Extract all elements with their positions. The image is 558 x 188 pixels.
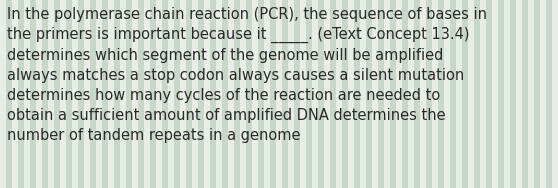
Bar [480,0,486,188]
Bar [552,0,558,188]
Bar [306,0,312,188]
Bar [414,0,420,188]
Bar [270,0,276,188]
Bar [90,0,96,188]
Bar [126,0,132,188]
Bar [294,0,300,188]
Bar [402,0,408,188]
Bar [468,0,474,188]
Bar [444,0,450,188]
Bar [300,0,306,188]
Bar [204,0,210,188]
Bar [528,0,534,188]
Bar [252,0,258,188]
Bar [258,0,264,188]
Bar [516,0,522,188]
Bar [504,0,510,188]
Bar [288,0,294,188]
Bar [450,0,456,188]
Bar [6,0,12,188]
Bar [192,0,198,188]
Bar [396,0,402,188]
Bar [54,0,60,188]
Bar [162,0,168,188]
Bar [12,0,18,188]
Bar [432,0,438,188]
Bar [264,0,270,188]
Bar [246,0,252,188]
Bar [492,0,498,188]
Text: In the polymerase chain reaction (PCR), the sequence of bases in
the primers is : In the polymerase chain reaction (PCR), … [7,7,487,143]
Bar [216,0,222,188]
Bar [336,0,342,188]
Bar [72,0,78,188]
Bar [102,0,108,188]
Bar [438,0,444,188]
Bar [282,0,288,188]
Bar [540,0,546,188]
Bar [378,0,384,188]
Bar [372,0,378,188]
Bar [330,0,336,188]
Bar [120,0,126,188]
Bar [474,0,480,188]
Bar [180,0,186,188]
Bar [168,0,174,188]
Bar [546,0,552,188]
Bar [48,0,54,188]
Bar [366,0,372,188]
Bar [174,0,180,188]
Bar [150,0,156,188]
Bar [510,0,516,188]
Bar [318,0,324,188]
Bar [384,0,390,188]
Bar [312,0,318,188]
Bar [60,0,66,188]
Bar [108,0,114,188]
Bar [354,0,360,188]
Bar [186,0,192,188]
Bar [462,0,468,188]
Bar [342,0,348,188]
Bar [390,0,396,188]
Bar [324,0,330,188]
Bar [498,0,504,188]
Bar [522,0,528,188]
Bar [36,0,42,188]
Bar [456,0,462,188]
Bar [348,0,354,188]
Bar [240,0,246,188]
Bar [84,0,90,188]
Bar [534,0,540,188]
Bar [78,0,84,188]
Bar [360,0,366,188]
Bar [234,0,240,188]
Bar [96,0,102,188]
Bar [132,0,138,188]
Bar [138,0,144,188]
Bar [144,0,150,188]
Bar [228,0,234,188]
Bar [30,0,36,188]
Bar [24,0,30,188]
Bar [198,0,204,188]
Bar [222,0,228,188]
Bar [276,0,282,188]
Bar [0,0,6,188]
Bar [426,0,432,188]
Bar [42,0,48,188]
Bar [408,0,414,188]
Bar [66,0,72,188]
Bar [18,0,24,188]
Bar [420,0,426,188]
Bar [486,0,492,188]
Bar [210,0,216,188]
Bar [114,0,120,188]
Bar [156,0,162,188]
